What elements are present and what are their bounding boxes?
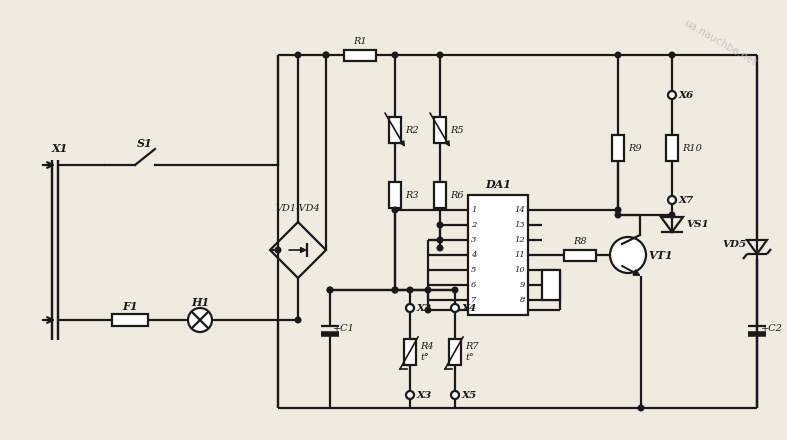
Text: X4: X4 — [462, 304, 477, 312]
Text: R6: R6 — [450, 191, 464, 199]
Circle shape — [392, 287, 397, 293]
Text: R1: R1 — [353, 37, 367, 45]
Circle shape — [669, 212, 674, 218]
FancyBboxPatch shape — [434, 117, 446, 143]
Circle shape — [323, 52, 329, 58]
FancyBboxPatch shape — [434, 182, 446, 208]
FancyBboxPatch shape — [404, 339, 416, 365]
Text: 8: 8 — [519, 296, 525, 304]
Text: DA1: DA1 — [485, 179, 511, 190]
Circle shape — [425, 287, 430, 293]
FancyBboxPatch shape — [389, 117, 401, 143]
Circle shape — [668, 91, 676, 99]
Text: H1: H1 — [191, 297, 209, 308]
FancyBboxPatch shape — [389, 182, 401, 208]
FancyBboxPatch shape — [612, 135, 624, 161]
Text: X7: X7 — [679, 195, 694, 205]
Text: 13: 13 — [514, 221, 525, 229]
Text: R4
t°: R4 t° — [420, 342, 434, 362]
Text: 12: 12 — [514, 236, 525, 244]
Circle shape — [451, 391, 459, 399]
Circle shape — [392, 52, 397, 58]
Circle shape — [392, 207, 397, 213]
Text: R5: R5 — [450, 125, 464, 135]
Circle shape — [615, 207, 621, 213]
Text: X2: X2 — [417, 304, 432, 312]
Circle shape — [295, 317, 301, 323]
Text: R7
t°: R7 t° — [465, 342, 478, 362]
Circle shape — [407, 287, 413, 293]
Text: R2: R2 — [405, 125, 419, 135]
FancyBboxPatch shape — [564, 249, 596, 260]
Text: 9: 9 — [519, 281, 525, 289]
Circle shape — [438, 237, 443, 243]
FancyBboxPatch shape — [468, 195, 528, 315]
Circle shape — [668, 196, 676, 204]
Circle shape — [615, 52, 621, 58]
Text: F1: F1 — [122, 301, 138, 312]
Text: 5: 5 — [471, 266, 476, 274]
Text: 14: 14 — [514, 206, 525, 214]
Text: ua.nauchbe.net: ua.nauchbe.net — [682, 18, 758, 68]
Circle shape — [327, 287, 333, 293]
Circle shape — [615, 212, 621, 218]
Circle shape — [451, 304, 459, 312]
Text: 7: 7 — [471, 296, 476, 304]
Text: +C2: +C2 — [761, 323, 783, 333]
Text: 11: 11 — [514, 251, 525, 259]
FancyBboxPatch shape — [344, 50, 376, 61]
FancyBboxPatch shape — [449, 339, 461, 365]
Text: R10: R10 — [682, 143, 702, 153]
Circle shape — [638, 405, 644, 411]
FancyBboxPatch shape — [542, 270, 560, 300]
Text: S1: S1 — [137, 137, 153, 149]
FancyBboxPatch shape — [666, 135, 678, 161]
Text: VS1: VS1 — [686, 220, 709, 228]
Circle shape — [438, 222, 443, 228]
Circle shape — [295, 52, 301, 58]
Circle shape — [669, 52, 674, 58]
Text: R8: R8 — [573, 237, 587, 246]
Circle shape — [392, 287, 397, 293]
Text: +C1: +C1 — [333, 323, 355, 333]
Text: X3: X3 — [417, 391, 432, 400]
Circle shape — [453, 287, 458, 293]
Text: 10: 10 — [514, 266, 525, 274]
Text: VD5: VD5 — [722, 239, 746, 249]
Text: VD1-VD4: VD1-VD4 — [275, 204, 320, 213]
Text: 2: 2 — [471, 221, 476, 229]
Circle shape — [406, 391, 414, 399]
Circle shape — [438, 245, 443, 251]
Circle shape — [275, 247, 281, 253]
Circle shape — [188, 308, 212, 332]
Text: VT1: VT1 — [648, 249, 673, 260]
Text: 3: 3 — [471, 236, 476, 244]
Text: X6: X6 — [679, 91, 694, 99]
Circle shape — [327, 287, 333, 293]
Text: X1: X1 — [52, 143, 68, 154]
Text: R9: R9 — [628, 143, 641, 153]
Circle shape — [406, 304, 414, 312]
Text: X5: X5 — [462, 391, 477, 400]
Circle shape — [610, 237, 646, 273]
Circle shape — [425, 307, 430, 313]
Text: 1: 1 — [471, 206, 476, 214]
Circle shape — [323, 52, 329, 58]
Text: R3: R3 — [405, 191, 419, 199]
FancyBboxPatch shape — [112, 314, 148, 326]
Text: 6: 6 — [471, 281, 476, 289]
Text: 4: 4 — [471, 251, 476, 259]
Circle shape — [438, 52, 443, 58]
